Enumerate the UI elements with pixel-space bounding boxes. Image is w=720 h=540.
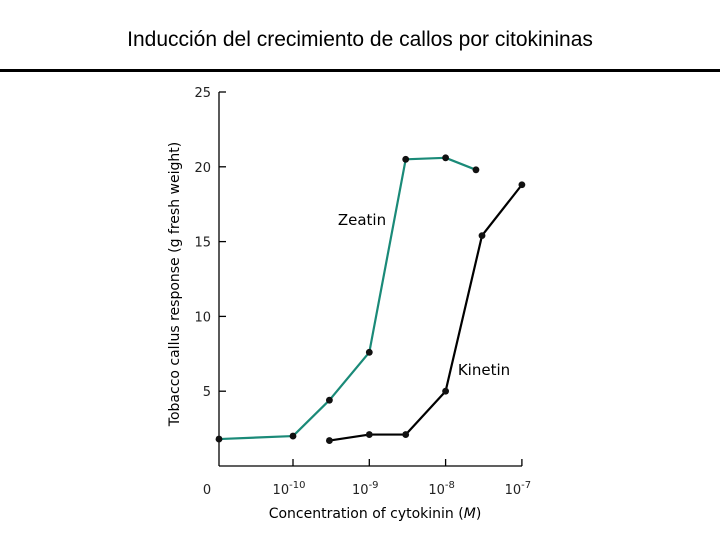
x-tick-label: 10-8 [428, 480, 455, 498]
x-tick-label: 10-9 [352, 480, 379, 498]
kinetin-series-label: Kinetin [458, 361, 510, 379]
zeatin-point [215, 435, 223, 443]
kinetin-point [326, 437, 333, 444]
zeatin-point [289, 432, 297, 440]
y-tick-label: 20 [194, 161, 211, 176]
zeatin-line [218, 156, 477, 441]
y-tick-label: 25 [194, 86, 211, 101]
kinetin-point [365, 431, 373, 438]
kinetin-point [478, 232, 486, 240]
x-tick-label: 10-7 [505, 480, 532, 498]
kinetin-line [329, 184, 523, 442]
kinetin-point [402, 431, 410, 438]
y-tick-label: 15 [194, 236, 211, 251]
kinetin-point [518, 181, 526, 189]
zeatin-point [365, 348, 373, 356]
zeatin-point [442, 154, 449, 162]
slide-title: Inducción del crecimiento de callos por … [127, 28, 593, 51]
zeatin-series-label: Zeatin [338, 211, 386, 229]
axes-group: 5 10 15 20 25 0 10-10 10-9 10-8 10-7 [194, 86, 531, 498]
zeatin-point [326, 396, 333, 404]
kinetin-point [442, 387, 449, 395]
zeatin-point [402, 155, 410, 163]
x-axis-title: Concentration of cytokinin (M) [269, 506, 482, 522]
y-axis-title: Tobacco callus response (g fresh weight) [167, 142, 183, 427]
zeatin-point [472, 166, 480, 174]
x-tick-label: 10-10 [273, 480, 306, 498]
title-divider [0, 69, 720, 72]
x-tick-label: 0 [203, 483, 211, 498]
y-tick-label: 5 [203, 385, 211, 400]
series-group: Zeatin Kinetin [215, 154, 526, 444]
y-tick-label: 10 [194, 310, 211, 325]
